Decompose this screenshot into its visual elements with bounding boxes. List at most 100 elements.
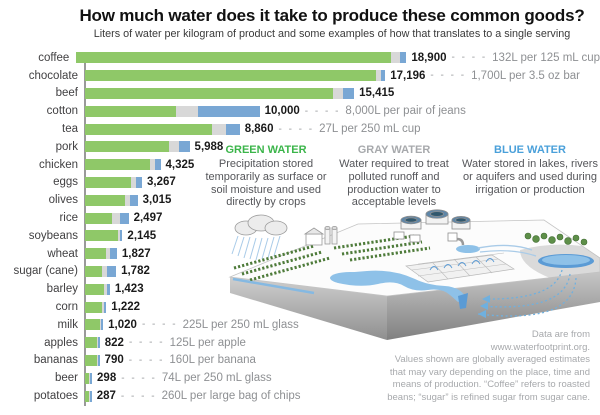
bar-value: 4,325 — [165, 158, 195, 171]
water-bar — [85, 87, 355, 99]
gray-water-segment — [96, 354, 98, 366]
category-label: apples — [44, 336, 78, 349]
gray-water-segment — [117, 230, 120, 242]
category-label: barley — [46, 283, 78, 296]
chart-row: potatoes 287 - - - - 260L per large bag of … — [0, 387, 600, 405]
bar-value: 2,145 — [127, 229, 157, 242]
dash-connector: - - - - — [120, 390, 157, 402]
blue-water-segment — [89, 390, 92, 402]
irrigation-channel — [232, 277, 315, 295]
water-bar — [85, 230, 123, 242]
legend-blue-water: BLUE WATER Water stored in lakes, rivers… — [462, 144, 598, 196]
blue-water-segment — [380, 70, 386, 82]
bar-chart: coffee 18,900 - - - - 132L per 125 mL cup ch… — [0, 49, 600, 405]
category-label: beef — [55, 87, 78, 100]
blue-water-segment — [119, 212, 129, 224]
chart-row: bananas 790 - - - - 160L per banana — [0, 352, 600, 370]
category-label: coffee — [38, 51, 70, 64]
gray-water-segment — [112, 212, 120, 224]
legend-gray-body: Water required to treat polluted runoff … — [339, 157, 449, 209]
dash-connector: - - - - — [121, 372, 157, 384]
category-label: cotton — [46, 105, 78, 118]
gray-water-segment — [149, 159, 156, 171]
green-water-segment — [85, 194, 125, 206]
category-label: bananas — [33, 354, 78, 367]
green-water-segment — [85, 123, 212, 135]
water-bar — [85, 70, 386, 82]
bar-value: 1,423 — [114, 283, 144, 296]
chart-row: corn 1,222 — [0, 298, 600, 316]
gray-water-segment — [96, 337, 98, 349]
chart-row: milk 1,020 - - - - 225L per 250 mL glass — [0, 316, 600, 334]
category-label: soybeans — [28, 229, 78, 242]
category-label: wheat — [47, 247, 78, 260]
blue-water-segment — [225, 123, 240, 135]
serving-annotation: 125L per apple — [169, 336, 246, 349]
dash-connector: - - - - — [451, 52, 488, 64]
green-water-segment — [85, 390, 89, 402]
serving-annotation: 74L per 250 mL glass — [161, 372, 272, 385]
bar-value: 1,782 — [121, 265, 150, 278]
green-water-segment — [85, 372, 90, 384]
chart-row: tea 8,860 - - - - 27L per 250 mL cup — [0, 120, 600, 138]
bar-value: 5,988 — [194, 140, 224, 153]
bar-value: 287 — [96, 390, 116, 403]
green-water-segment — [85, 301, 103, 313]
water-bar — [85, 265, 117, 277]
footnote-line: Data are from — [531, 329, 590, 340]
dash-connector: - - - - — [430, 70, 467, 82]
chart-row: olives 3,015 — [0, 191, 600, 209]
water-bar — [85, 123, 240, 135]
water-bar — [76, 52, 407, 64]
dash-connector: - - - - — [128, 354, 165, 366]
gray-water-segment — [168, 141, 180, 153]
legend-gray-water: GRAY WATER Water required to treat pollu… — [334, 144, 454, 209]
blue-water-segment — [198, 105, 260, 117]
footnote-line: means of production. “Coffee” refers to … — [392, 379, 590, 391]
chart-row: soybeans 2,145 — [0, 227, 600, 245]
gray-water-segment — [332, 87, 344, 99]
category-label: milk — [57, 318, 78, 331]
gray-water-segment — [175, 105, 199, 117]
water-bar — [85, 372, 93, 384]
arrowheads — [478, 295, 490, 318]
blue-water-segment — [106, 265, 117, 277]
discharge-stream — [456, 244, 537, 257]
water-bar — [85, 248, 117, 260]
bar-value: 3,015 — [142, 194, 172, 207]
dash-connector: - - - - — [278, 123, 315, 135]
bar-value: 8,860 — [244, 123, 274, 136]
green-water-segment — [85, 176, 131, 188]
green-water-segment — [85, 212, 113, 224]
water-bar — [85, 283, 110, 295]
irrigated-field — [405, 252, 515, 283]
bar-value: 298 — [97, 372, 117, 385]
water-bar — [85, 176, 143, 188]
category-label: chocolate — [28, 69, 78, 82]
water-bar — [85, 212, 129, 224]
serving-annotation: 27L per 250 mL cup — [319, 123, 421, 136]
green-water-segment — [85, 337, 97, 349]
bar-value: 1,222 — [111, 301, 141, 314]
gray-water-segment — [106, 248, 110, 260]
chart-row: beef 15,415 — [0, 85, 600, 103]
category-label: eggs — [53, 176, 78, 189]
chart-row: rice 2,497 — [0, 209, 600, 227]
category-label: olives — [48, 194, 78, 207]
water-bar — [85, 354, 100, 366]
chart-row: beer 298 - - - - 74L per 250 mL glass — [0, 369, 600, 387]
page-title: How much water does it take to produce t… — [79, 6, 585, 25]
green-water-segment — [85, 283, 104, 295]
gray-water-segment — [103, 283, 107, 295]
bar-value: 790 — [104, 354, 124, 367]
category-label: pork — [55, 140, 78, 153]
platform — [228, 219, 600, 340]
green-water-segment — [85, 141, 169, 153]
legend-blue-heading: BLUE WATER — [494, 144, 566, 156]
blue-water-segment — [343, 87, 355, 99]
footnote-line: www.waterfootprint.org. — [490, 341, 590, 353]
chart-row: sugar (cane) 1,782 — [0, 263, 600, 281]
chart-row: cotton 10,000 - - - - 8,000L per pair of je… — [0, 102, 600, 120]
bar-value: 10,000 — [264, 105, 300, 118]
bar-value: 2,497 — [133, 212, 163, 225]
